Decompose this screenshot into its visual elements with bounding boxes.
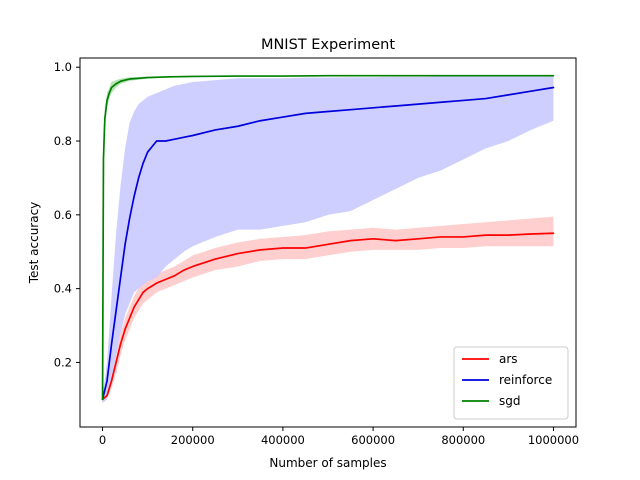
y-axis-label: Test accuracy (27, 202, 41, 285)
x-axis-ticks: 0 200000 400000 600000 800000 1000000 (99, 427, 579, 447)
x-tick-label: 800000 (441, 433, 485, 447)
x-tick-label: 400000 (261, 433, 305, 447)
legend-label-reinforce: reinforce (499, 373, 552, 387)
x-tick-label: 600000 (351, 433, 395, 447)
y-axis-ticks: 0.2 0.4 0.6 0.8 1.0 (54, 60, 80, 369)
x-tick-label: 200000 (171, 433, 215, 447)
confidence-bands (102, 75, 554, 404)
x-axis-label: Number of samples (269, 456, 386, 470)
x-tick-label: 0 (99, 433, 106, 447)
legend-label-sgd: sgd (499, 394, 521, 408)
y-tick-label: 0.8 (54, 134, 72, 148)
y-tick-label: 1.0 (54, 60, 72, 74)
series-line-reinforce (101, 86, 555, 401)
y-tick-label: 0.2 (54, 355, 72, 369)
series-lines (101, 74, 555, 401)
x-tick-label: 1000000 (528, 433, 579, 447)
legend-label-ars: ars (499, 352, 518, 366)
legend: ars reinforce sgd (453, 346, 569, 420)
plot-area (79, 57, 577, 428)
plot-frame (79, 57, 577, 428)
series-line-sgd (101, 74, 555, 401)
series-band-ars (102, 216, 554, 404)
y-tick-label: 0.4 (54, 282, 72, 296)
y-tick-label: 0.6 (54, 208, 72, 222)
series-band-reinforce (102, 76, 554, 404)
series-line-ars (101, 232, 555, 401)
chart-title: MNIST Experiment (261, 37, 395, 53)
